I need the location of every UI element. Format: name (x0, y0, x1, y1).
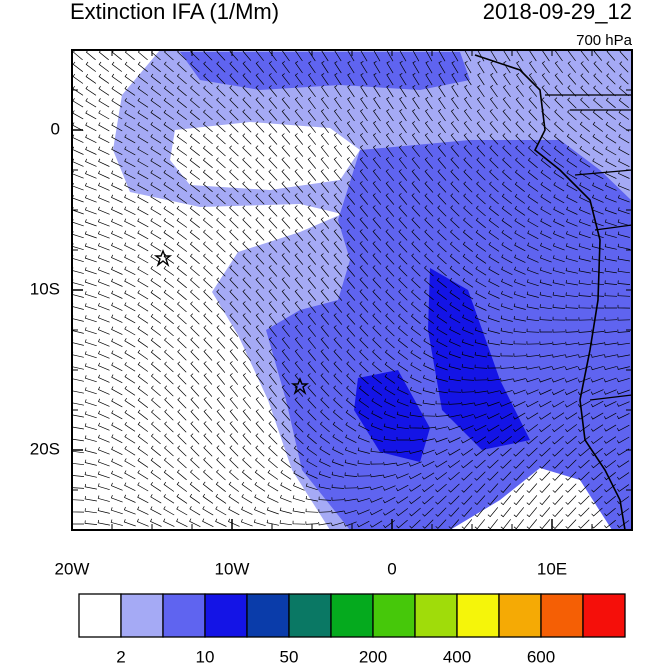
map-field (72, 50, 632, 530)
lon-tick-label: 0 (387, 559, 396, 578)
lat-tick-label: 0 (51, 119, 60, 138)
clear-patch (170, 122, 360, 190)
lon-tick-label: 20W (55, 559, 90, 578)
colorbar-box (456, 593, 500, 638)
time: 2018-09-29_12 (483, 0, 632, 24)
shade-medium (180, 52, 470, 90)
colorbar-box (246, 593, 290, 638)
coastline (474, 54, 626, 530)
shade-strong (428, 268, 530, 450)
lon-tick-label: 10W (215, 559, 250, 578)
colorbar-box (78, 593, 122, 638)
colorbar-box (162, 593, 206, 638)
colorbar: 2 10 50 200 400 600 (78, 593, 626, 666)
colorbar-box (330, 593, 374, 638)
colorbar-box (498, 593, 542, 638)
colorbar-box (582, 593, 626, 638)
level: 700 hPa (576, 32, 633, 49)
lon-tick-label: 10E (537, 559, 567, 578)
colorbar-box (204, 593, 248, 638)
colorbar-box (372, 593, 416, 638)
colorbar-box (288, 593, 332, 638)
lat-tick-label: 10S (30, 279, 60, 298)
station-marker (153, 249, 173, 268)
wind-barbs (72, 50, 631, 530)
colorbar-box (414, 593, 458, 638)
colorbar-label: 200 (359, 647, 387, 666)
colorbar-box (540, 593, 584, 638)
colorbar-box (120, 593, 164, 638)
colorbar-label: 10 (196, 647, 215, 666)
lat-tick-label: 20S (30, 439, 60, 458)
station-marker (290, 377, 310, 396)
colorbar-label: 600 (527, 647, 555, 666)
title: Extinction IFA (1/Mm) (70, 0, 279, 24)
colorbar-label: 2 (116, 647, 125, 666)
colorbar-label: 400 (443, 647, 471, 666)
colorbar-label: 50 (280, 647, 299, 666)
ticks: 20W 10W 0 10E 0 10S 20S (30, 49, 633, 578)
borders (545, 94, 632, 401)
